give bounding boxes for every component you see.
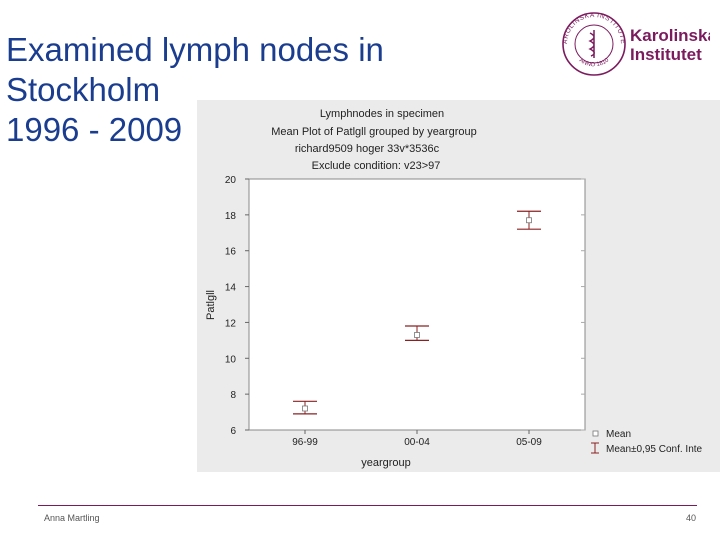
mean-point [302, 405, 308, 412]
errorbar-05-09 [517, 210, 541, 230]
logo-name-line-2: Institutet [630, 45, 702, 64]
data-marks [293, 210, 541, 415]
footer-divider [38, 505, 697, 506]
page-number: 40 [686, 513, 697, 523]
x-tick-label: 00-04 [404, 437, 430, 448]
y-tick-label: 10 [225, 354, 237, 365]
svg-text:ANNO 1810: ANNO 1810 [578, 57, 611, 68]
y-tick-label: 16 [225, 247, 237, 258]
chart-title: Lymphnodes in specimen Mean Plot of Patl… [271, 108, 476, 172]
mean-point [414, 332, 420, 338]
legend-ci-marker [591, 442, 599, 454]
logo-name-line-1: Karolinska [630, 26, 710, 45]
x-tick-label: 96-99 [292, 437, 318, 448]
mean-point [526, 217, 532, 224]
plot-area [248, 178, 586, 431]
chart-title-line-3: richard9509 hoger 33v*3536c [295, 143, 440, 155]
legend: Mean Mean±0,95 Conf. Inte [591, 429, 703, 455]
y-axis: 6 8 10 12 14 16 18 20 [225, 175, 585, 437]
chart-title-line-2: Mean Plot of Patlgll grouped by yeargrou… [271, 126, 476, 138]
x-tick-label: 05-09 [516, 437, 542, 448]
seal-year: ANNO 1810 [578, 57, 611, 68]
legend-ci-label: Mean±0,95 Conf. Inte [606, 444, 703, 455]
y-axis-label: Patlgll [205, 290, 217, 320]
karolinska-logo: KAROLINSKA INSTITUTET ANNO 1810 Karolins… [560, 10, 710, 76]
y-tick-label: 20 [225, 175, 237, 186]
x-axis-label: yeargroup [361, 457, 411, 469]
chart-panel: Lymphnodes in specimen Mean Plot of Patl… [197, 100, 720, 472]
seal-emblem: KAROLINSKA INSTITUTET ANNO 1810 [560, 10, 626, 76]
slide-title: Examined lymph nodes in Stockholm 1996 -… [6, 30, 466, 150]
y-tick-label: 14 [225, 283, 237, 294]
title-line-3: 1996 - 2009 [6, 111, 183, 148]
y-tick-label: 18 [225, 211, 237, 222]
footer-author: Anna Martling [44, 513, 100, 523]
x-axis: 96-99 00-04 05-09 [292, 430, 542, 448]
y-tick-label: 12 [225, 318, 237, 329]
y-tick-label: 8 [230, 390, 236, 401]
y-tick-label: 6 [230, 426, 236, 437]
title-line-1: Examined lymph nodes in [6, 31, 384, 68]
chart-title-line-1: Lymphnodes in specimen [320, 108, 444, 120]
mean-plot-chart: Lymphnodes in specimen Mean Plot of Patl… [205, 108, 703, 469]
staff-icon [588, 30, 595, 58]
legend-mean-label: Mean [606, 429, 631, 440]
chart-title-line-4: Exclude condition: v23>97 [312, 160, 441, 172]
errorbar-00-04 [405, 325, 429, 341]
title-line-2: Stockholm [6, 71, 161, 108]
legend-mean-marker [592, 430, 599, 437]
errorbar-96-99 [293, 400, 317, 415]
